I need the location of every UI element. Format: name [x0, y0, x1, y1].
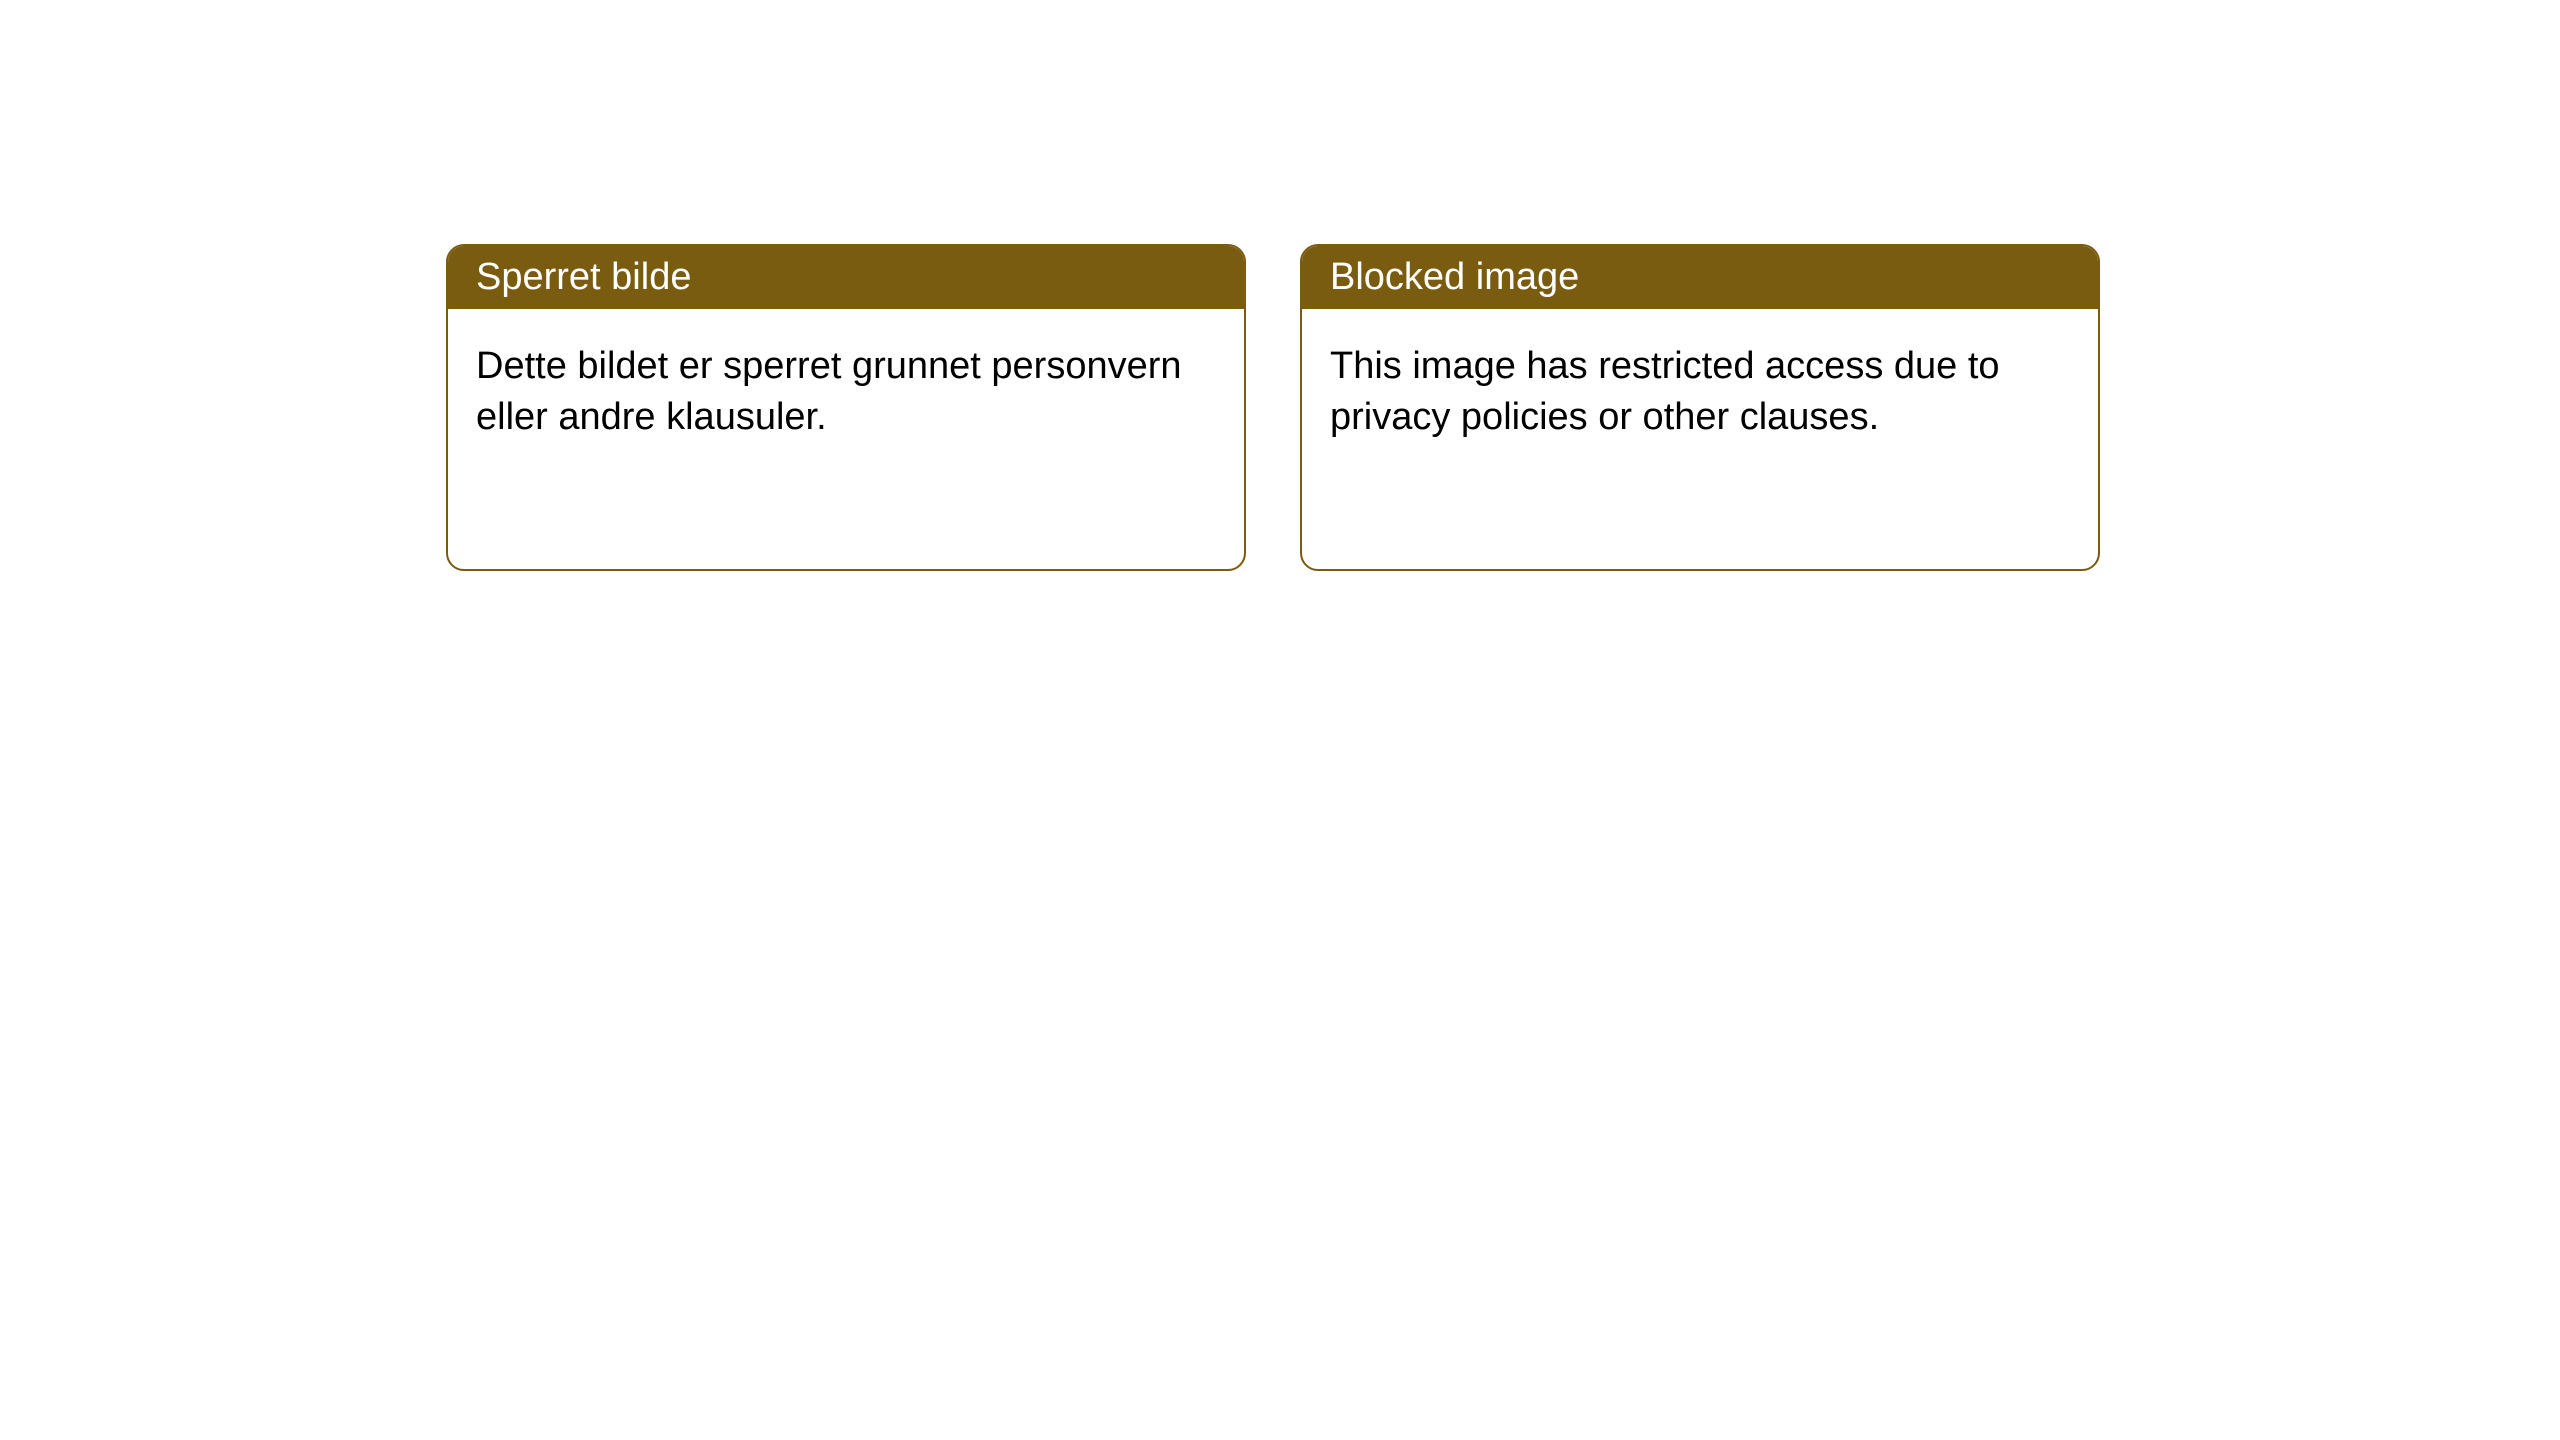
card-body-text: This image has restricted access due to …: [1302, 309, 2098, 569]
card-body-text: Dette bildet er sperret grunnet personve…: [448, 309, 1244, 569]
card-title: Sperret bilde: [448, 246, 1244, 309]
blocked-image-card-no: Sperret bilde Dette bildet er sperret gr…: [446, 244, 1246, 571]
blocked-image-card-en: Blocked image This image has restricted …: [1300, 244, 2100, 571]
card-title: Blocked image: [1302, 246, 2098, 309]
notice-container: Sperret bilde Dette bildet er sperret gr…: [0, 0, 2560, 571]
